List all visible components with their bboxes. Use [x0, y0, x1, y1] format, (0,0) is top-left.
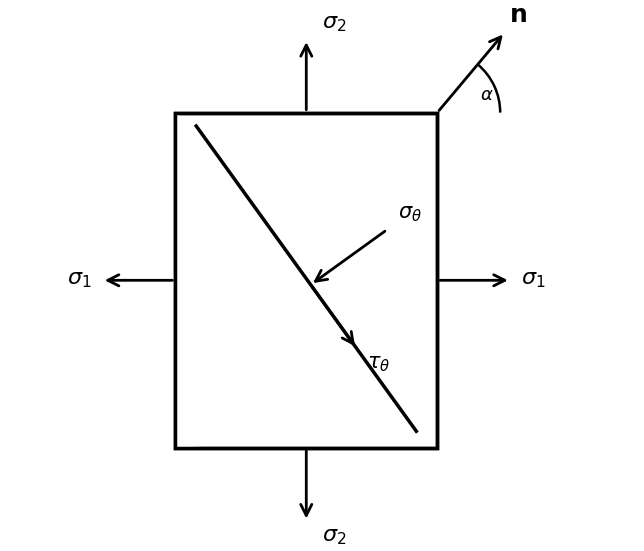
Text: $\sigma_1$: $\sigma_1$: [521, 271, 545, 290]
Text: $\sigma_1$: $\sigma_1$: [67, 271, 91, 290]
Text: $\sigma_2$: $\sigma_2$: [322, 14, 346, 34]
Text: n: n: [510, 3, 528, 27]
Text: $\sigma_2$: $\sigma_2$: [322, 527, 346, 547]
Text: $\sigma_\theta$: $\sigma_\theta$: [398, 204, 422, 224]
Text: $\alpha$: $\alpha$: [480, 87, 493, 104]
Text: $\tau_\theta$: $\tau_\theta$: [367, 354, 390, 374]
Polygon shape: [175, 112, 416, 448]
